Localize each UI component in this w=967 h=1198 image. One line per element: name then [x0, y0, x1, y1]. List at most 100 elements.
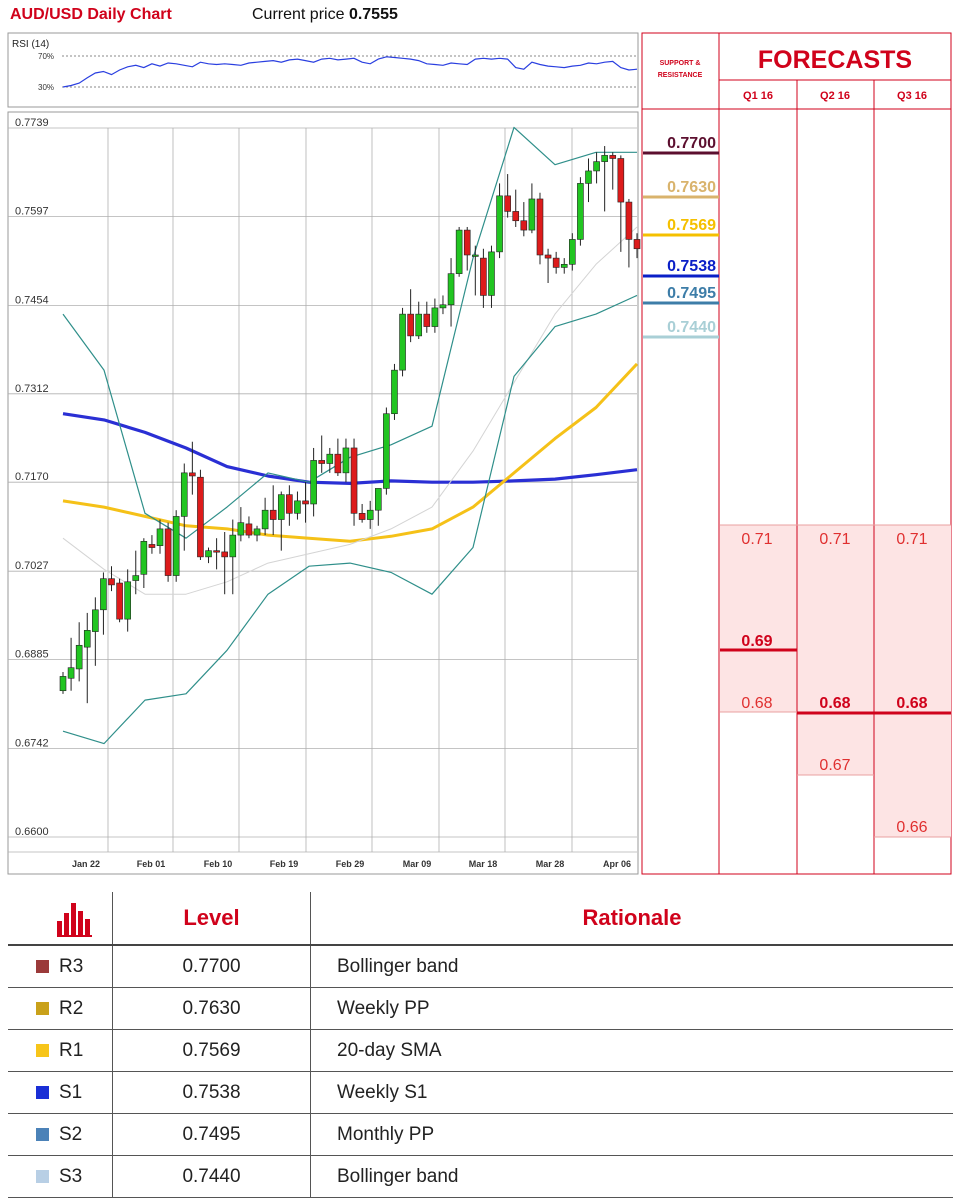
candle-body	[496, 195, 503, 253]
bear-candle	[407, 289, 414, 343]
candle-body	[463, 229, 471, 256]
candle-body	[552, 257, 560, 268]
candle-body	[172, 516, 180, 576]
bull-candle	[577, 177, 584, 246]
bear-candle	[189, 441, 196, 495]
bear-candle	[197, 469, 204, 560]
y-tick-label: 0.7454	[15, 294, 49, 306]
level-swatch	[36, 959, 49, 973]
current-price: Current price 0.7555	[252, 6, 398, 24]
candle-body	[140, 541, 148, 575]
sr-level-label: 0.7569	[667, 217, 716, 234]
bear-candle	[358, 503, 366, 523]
current-price-value: 0.7555	[348, 6, 398, 23]
row-rationale: Monthly PP	[310, 1113, 953, 1156]
bull-candle	[205, 547, 212, 564]
candle-body	[245, 523, 253, 536]
candle-body	[334, 453, 342, 474]
bull-candle	[601, 146, 608, 212]
bull-candle	[528, 183, 536, 234]
table-row: R1 0.7569 20-day SMA	[8, 1029, 953, 1072]
y-tick-label: 0.6742	[15, 738, 49, 750]
row-level: 0.7440	[112, 1155, 311, 1198]
level-swatch	[36, 1127, 49, 1141]
x-tick-label: Apr 06	[603, 859, 631, 869]
candle-body	[391, 369, 398, 415]
row-name: R1	[8, 1029, 113, 1072]
sr-level-label: 0.7630	[667, 179, 716, 196]
candle-body	[156, 528, 164, 546]
bear-candle	[504, 174, 511, 218]
candle-body	[189, 472, 196, 477]
bear-candle	[609, 152, 617, 190]
support-resistance-levels: 0.7700 0.7630 0.7569 0.7538 0.7495 0.7440	[643, 135, 719, 339]
bear-candle	[286, 485, 293, 526]
rsi-panel	[7, 32, 639, 108]
bar-chart-icon	[57, 903, 92, 937]
row-level: 0.7538	[112, 1071, 311, 1114]
bull-candle	[156, 519, 164, 554]
candle-body	[625, 201, 633, 240]
q1-low-value: 0.68	[741, 695, 772, 712]
candle-body	[512, 211, 520, 222]
table-row: S2 0.7495 Monthly PP	[8, 1113, 953, 1156]
bear-candle	[302, 482, 309, 523]
bear-candle	[108, 566, 115, 592]
level-swatch	[36, 1085, 49, 1099]
y-tick-label: 0.6885	[15, 649, 49, 661]
q3-top-value: 0.71	[896, 531, 927, 548]
candle-body	[92, 609, 99, 632]
bollinger-lower-line	[62, 294, 638, 745]
candle-body	[528, 198, 536, 231]
table-row: R2 0.7630 Weekly PP	[8, 987, 953, 1030]
q3-main-value: 0.68	[896, 695, 927, 712]
candle-body	[423, 313, 431, 327]
candle-body	[286, 494, 293, 514]
row-name-label: S3	[59, 1165, 83, 1187]
bear-candle	[213, 538, 220, 570]
bull-candle	[261, 497, 269, 536]
x-tick-label: Feb 01	[137, 859, 166, 869]
levels-table-header: Level Rationale	[8, 892, 953, 946]
candle-body	[148, 544, 156, 548]
candle-body	[83, 630, 91, 648]
current-price-label: Current price	[252, 6, 345, 23]
candle-body	[601, 155, 608, 162]
bull-candle	[237, 507, 245, 542]
row-rationale: Weekly S1	[310, 1071, 953, 1114]
sr-level-label: 0.7538	[667, 258, 716, 275]
row-name-label: S1	[59, 1081, 83, 1103]
q1-forecast-range	[720, 525, 797, 712]
forecast-col-q2: Q2 16	[820, 90, 850, 102]
x-tick-label: Feb 19	[270, 859, 299, 869]
candle-body	[520, 220, 528, 231]
candle-body	[326, 453, 334, 464]
bear-candle	[350, 438, 358, 526]
table-row: S3 0.7440 Bollinger band	[8, 1155, 953, 1198]
bear-candle	[512, 189, 520, 227]
y-tick-label: 0.7170	[15, 471, 49, 483]
header-rationale: Rationale	[310, 892, 953, 946]
y-tick-label: 0.7027	[15, 560, 49, 572]
bear-candle	[116, 578, 123, 623]
bear-candle	[245, 516, 253, 539]
bull-candle	[593, 152, 600, 184]
y-tick-label: 0.7597	[15, 205, 49, 217]
candle-body	[383, 413, 390, 489]
rsi-tick-70: 70%	[38, 52, 54, 61]
sr-title-line1: SUPPORT &	[660, 60, 701, 67]
candle-body	[294, 500, 301, 514]
candle-body	[164, 528, 172, 576]
candle-body	[593, 161, 600, 172]
sma-20-line	[62, 226, 638, 595]
candle-body	[431, 307, 439, 327]
bars-icon-cell	[8, 892, 113, 946]
table-row: S1 0.7538 Weekly S1	[8, 1071, 953, 1114]
forecast-col-q3: Q3 16	[897, 90, 927, 102]
bull-candle	[326, 447, 334, 473]
candle-body	[205, 550, 212, 558]
x-tick-label: Mar 28	[536, 859, 565, 869]
candle-body	[108, 578, 115, 586]
bull-candle	[277, 491, 285, 551]
candle-body	[536, 198, 544, 256]
